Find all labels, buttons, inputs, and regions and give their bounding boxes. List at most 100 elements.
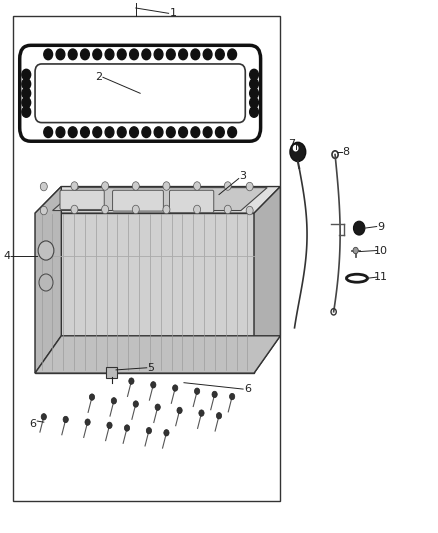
- Circle shape: [179, 49, 187, 60]
- Circle shape: [93, 49, 102, 60]
- Circle shape: [102, 205, 109, 214]
- Circle shape: [130, 49, 138, 60]
- Circle shape: [81, 127, 89, 138]
- Circle shape: [154, 127, 163, 138]
- Circle shape: [132, 182, 139, 190]
- Circle shape: [41, 414, 46, 420]
- Circle shape: [177, 407, 182, 414]
- FancyBboxPatch shape: [106, 367, 117, 378]
- Circle shape: [203, 127, 212, 138]
- Circle shape: [166, 49, 175, 60]
- Circle shape: [246, 182, 253, 191]
- Circle shape: [38, 241, 54, 260]
- Circle shape: [203, 49, 212, 60]
- Circle shape: [68, 127, 77, 138]
- Circle shape: [215, 127, 224, 138]
- Circle shape: [216, 413, 222, 419]
- Polygon shape: [35, 336, 280, 373]
- Polygon shape: [35, 213, 254, 373]
- Text: 5: 5: [148, 363, 155, 373]
- Circle shape: [71, 182, 78, 190]
- Circle shape: [93, 127, 102, 138]
- Circle shape: [22, 78, 31, 89]
- Text: 1: 1: [170, 9, 177, 18]
- Circle shape: [56, 49, 65, 60]
- Circle shape: [191, 49, 200, 60]
- Text: 10: 10: [374, 246, 388, 255]
- Circle shape: [250, 88, 258, 99]
- Circle shape: [130, 127, 138, 138]
- Circle shape: [250, 98, 258, 108]
- Polygon shape: [254, 187, 280, 373]
- Circle shape: [68, 49, 77, 60]
- FancyBboxPatch shape: [170, 190, 214, 213]
- Text: 2: 2: [95, 72, 102, 82]
- Circle shape: [151, 382, 156, 388]
- Circle shape: [194, 205, 201, 214]
- Circle shape: [166, 127, 175, 138]
- Circle shape: [56, 127, 65, 138]
- Circle shape: [39, 274, 53, 291]
- Text: 6: 6: [29, 419, 36, 429]
- Circle shape: [40, 206, 47, 215]
- Circle shape: [124, 425, 130, 431]
- Circle shape: [129, 378, 134, 384]
- Circle shape: [105, 127, 114, 138]
- Circle shape: [105, 49, 114, 60]
- Polygon shape: [35, 187, 61, 373]
- Circle shape: [353, 247, 358, 254]
- Circle shape: [228, 49, 237, 60]
- FancyBboxPatch shape: [60, 190, 104, 209]
- Bar: [13, 16, 280, 501]
- Circle shape: [163, 205, 170, 214]
- Circle shape: [22, 69, 31, 80]
- Circle shape: [133, 401, 138, 407]
- Circle shape: [44, 127, 53, 138]
- Text: 7: 7: [288, 139, 295, 149]
- Text: 3: 3: [240, 171, 247, 181]
- Polygon shape: [53, 188, 267, 211]
- Circle shape: [164, 430, 169, 436]
- Circle shape: [40, 182, 47, 191]
- Circle shape: [22, 88, 31, 99]
- Circle shape: [85, 419, 90, 425]
- Circle shape: [290, 142, 306, 161]
- Circle shape: [107, 422, 112, 429]
- Circle shape: [44, 49, 53, 60]
- Circle shape: [250, 78, 258, 89]
- Circle shape: [102, 182, 109, 190]
- Circle shape: [142, 127, 151, 138]
- Circle shape: [224, 182, 231, 190]
- Circle shape: [22, 107, 31, 117]
- Circle shape: [173, 385, 178, 391]
- Text: 4: 4: [3, 251, 10, 261]
- Text: 6: 6: [244, 384, 251, 394]
- Circle shape: [89, 394, 95, 400]
- Circle shape: [212, 391, 217, 398]
- Circle shape: [163, 182, 170, 190]
- Circle shape: [71, 205, 78, 214]
- Circle shape: [132, 205, 139, 214]
- Circle shape: [154, 49, 163, 60]
- Polygon shape: [35, 187, 280, 213]
- Circle shape: [250, 69, 258, 80]
- Circle shape: [155, 404, 160, 410]
- Text: 9: 9: [378, 222, 385, 231]
- FancyBboxPatch shape: [113, 190, 163, 211]
- Text: 8: 8: [343, 147, 350, 157]
- Circle shape: [250, 107, 258, 117]
- Circle shape: [81, 49, 89, 60]
- Circle shape: [293, 146, 298, 151]
- Circle shape: [215, 49, 224, 60]
- Circle shape: [117, 127, 126, 138]
- Circle shape: [199, 410, 204, 416]
- Circle shape: [230, 393, 235, 400]
- Circle shape: [246, 206, 253, 215]
- Circle shape: [191, 127, 200, 138]
- Circle shape: [353, 221, 365, 235]
- Circle shape: [228, 127, 237, 138]
- Circle shape: [142, 49, 151, 60]
- Circle shape: [111, 398, 117, 404]
- Circle shape: [194, 388, 200, 394]
- Circle shape: [63, 416, 68, 423]
